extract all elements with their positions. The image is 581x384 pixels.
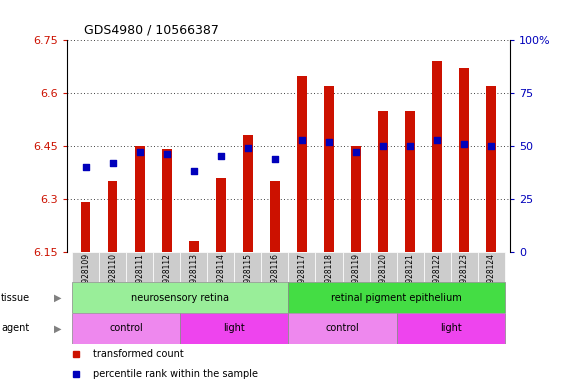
Point <box>108 160 117 166</box>
Bar <box>397 313 505 344</box>
Bar <box>99 252 126 282</box>
Bar <box>207 252 234 282</box>
Point <box>324 139 333 145</box>
Point <box>406 143 415 149</box>
Text: GSM928116: GSM928116 <box>270 253 279 299</box>
Text: ▶: ▶ <box>53 293 61 303</box>
Point <box>189 168 199 174</box>
Bar <box>352 146 361 252</box>
Bar <box>343 252 370 282</box>
Point <box>135 149 145 155</box>
Bar <box>72 313 180 344</box>
Text: GSM928123: GSM928123 <box>460 253 469 299</box>
Text: GSM928109: GSM928109 <box>81 253 90 299</box>
Text: percentile rank within the sample: percentile rank within the sample <box>94 369 259 379</box>
Bar <box>72 282 289 313</box>
Bar <box>108 181 117 252</box>
Bar <box>81 202 91 252</box>
Point <box>378 143 388 149</box>
Bar <box>243 135 253 252</box>
Bar <box>72 252 99 282</box>
Text: GSM928118: GSM928118 <box>325 253 333 299</box>
Text: control: control <box>326 323 360 333</box>
Bar <box>378 111 388 252</box>
Text: light: light <box>224 323 245 333</box>
Bar <box>162 149 171 252</box>
Text: GDS4980 / 10566387: GDS4980 / 10566387 <box>84 23 219 36</box>
Point <box>486 143 496 149</box>
Text: GSM928124: GSM928124 <box>487 253 496 299</box>
Text: GSM928115: GSM928115 <box>243 253 252 299</box>
Text: transformed count: transformed count <box>94 349 184 359</box>
Text: light: light <box>440 323 461 333</box>
Text: GSM928112: GSM928112 <box>162 253 171 299</box>
Point <box>162 151 171 157</box>
Bar <box>324 86 333 252</box>
Bar <box>189 241 199 252</box>
Point <box>460 141 469 147</box>
Text: GSM928122: GSM928122 <box>433 253 442 299</box>
Text: GSM928113: GSM928113 <box>189 253 198 299</box>
Text: GSM928121: GSM928121 <box>406 253 415 299</box>
Bar <box>180 252 207 282</box>
Bar <box>126 252 153 282</box>
Bar <box>288 282 505 313</box>
Bar <box>261 252 289 282</box>
Text: GSM928114: GSM928114 <box>216 253 225 299</box>
Point <box>352 149 361 155</box>
Point <box>81 164 91 170</box>
Bar <box>397 252 424 282</box>
Bar <box>460 68 469 252</box>
Bar <box>288 313 397 344</box>
Text: GSM928119: GSM928119 <box>352 253 361 299</box>
Bar <box>451 252 478 282</box>
Point <box>297 137 307 143</box>
Point <box>216 154 225 160</box>
Text: ▶: ▶ <box>53 323 61 333</box>
Text: retinal pigment epithelium: retinal pigment epithelium <box>331 293 462 303</box>
Point <box>432 137 442 143</box>
Text: GSM928111: GSM928111 <box>135 253 144 299</box>
Bar <box>315 252 343 282</box>
Point <box>270 156 279 162</box>
Text: control: control <box>109 323 143 333</box>
Bar <box>424 252 451 282</box>
Bar <box>153 252 180 282</box>
Bar <box>478 252 505 282</box>
Text: agent: agent <box>1 323 30 333</box>
Bar <box>216 177 225 252</box>
Bar <box>270 181 279 252</box>
Bar <box>432 61 442 252</box>
Bar <box>135 146 145 252</box>
Bar <box>370 252 397 282</box>
Text: tissue: tissue <box>1 293 30 303</box>
Text: neurosensory retina: neurosensory retina <box>131 293 229 303</box>
Bar <box>486 86 496 252</box>
Bar <box>406 111 415 252</box>
Text: GSM928110: GSM928110 <box>108 253 117 299</box>
Bar <box>234 252 261 282</box>
Bar <box>180 313 289 344</box>
Point <box>243 145 253 151</box>
Bar <box>297 76 307 252</box>
Text: GSM928120: GSM928120 <box>379 253 388 299</box>
Text: GSM928117: GSM928117 <box>297 253 307 299</box>
Bar <box>288 252 315 282</box>
